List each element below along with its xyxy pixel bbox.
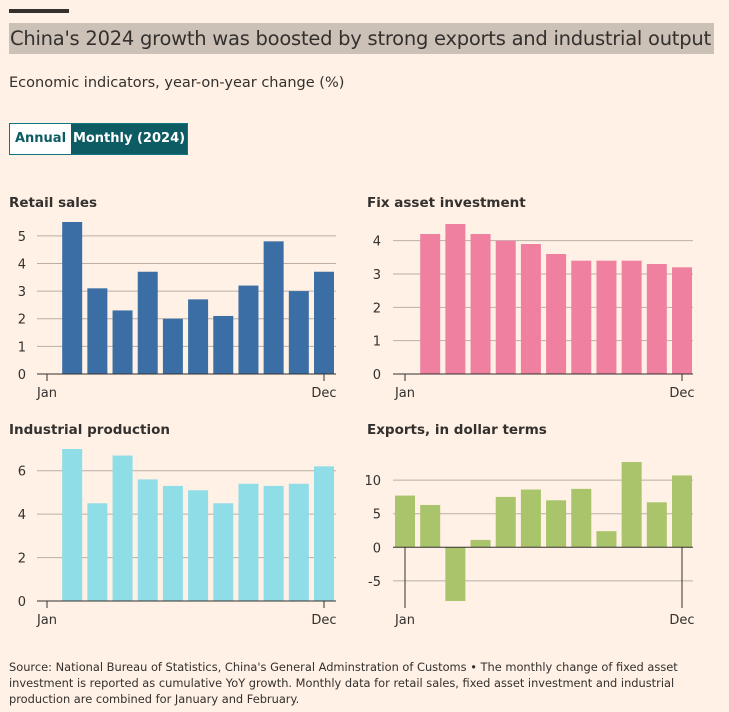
bar <box>263 485 284 601</box>
y-tick-label: 3 <box>18 285 26 300</box>
y-tick-label: -5 <box>368 575 381 590</box>
bar <box>188 299 209 374</box>
header-rule <box>9 9 69 13</box>
y-tick-label: 0 <box>18 368 26 383</box>
bar <box>495 240 516 374</box>
y-tick-label: 5 <box>373 508 381 523</box>
y-tick-label: 1 <box>18 340 26 355</box>
x-tick-label-jan: Jan <box>394 386 415 401</box>
y-tick-label: 3 <box>373 268 381 283</box>
industrial-production-title: Industrial production <box>9 422 170 438</box>
industrial-production-chart: 0 2 4 6 Jan Dec <box>18 449 337 628</box>
exports-title: Exports, in dollar terms <box>367 422 547 438</box>
x-tick-label-jan: Jan <box>394 613 415 628</box>
y-tick-label: 5 <box>18 230 26 245</box>
bar <box>162 485 183 601</box>
bar <box>62 449 83 601</box>
y-tick-label: 2 <box>18 313 26 328</box>
bar <box>571 260 592 374</box>
bar <box>288 291 309 374</box>
bar <box>238 285 259 374</box>
page-title: China's 2024 growth was boosted by stron… <box>9 23 714 54</box>
bar <box>546 500 567 548</box>
bar <box>621 462 642 548</box>
bar <box>188 490 209 601</box>
x-tick-label-dec: Dec <box>311 613 336 628</box>
bar <box>213 503 234 601</box>
bar <box>470 539 491 548</box>
retail-sales-chart: 0 1 2 3 4 5 Jan Dec <box>18 222 337 401</box>
bar <box>445 547 466 601</box>
bar <box>546 254 567 374</box>
bar <box>495 496 516 548</box>
bar <box>470 234 491 374</box>
bar <box>672 475 692 548</box>
bar <box>213 315 234 374</box>
toggle-monthly-button[interactable]: Monthly (2024) <box>71 124 187 154</box>
y-tick-label: 6 <box>18 465 26 480</box>
y-tick-label: 4 <box>18 508 26 523</box>
bar <box>445 224 466 374</box>
bar <box>314 271 334 374</box>
bar <box>137 479 158 601</box>
x-tick-label-jan: Jan <box>36 613 57 628</box>
retail-sales-title: Retail sales <box>9 195 98 211</box>
y-tick-label: 10 <box>364 474 381 489</box>
x-tick-label-dec: Dec <box>311 386 336 401</box>
fixed-asset-investment-chart: 0 1 2 3 4 Jan Dec <box>373 224 695 401</box>
bar <box>672 267 692 374</box>
toggle-annual-button[interactable]: Annual <box>10 124 71 154</box>
bar <box>263 241 284 374</box>
x-tick-label-jan: Jan <box>36 386 57 401</box>
bar <box>646 502 667 548</box>
y-tick-label: 0 <box>18 595 26 610</box>
period-toggle: Annual Monthly (2024) <box>9 123 188 155</box>
bar <box>162 318 183 374</box>
bar <box>520 489 541 548</box>
y-tick-label: 2 <box>18 552 26 567</box>
bar <box>596 531 617 548</box>
source-note: Source: National Bureau of Statistics, C… <box>9 660 678 706</box>
bar <box>112 455 133 601</box>
bar <box>621 260 642 374</box>
bar <box>395 495 415 548</box>
bar <box>520 244 541 374</box>
exports-chart: -5 0 5 10 Jan Dec <box>364 462 695 628</box>
x-tick-label-dec: Dec <box>669 386 694 401</box>
y-tick-label: 4 <box>18 257 26 272</box>
bar <box>646 264 667 374</box>
bar <box>87 503 108 601</box>
bar <box>62 222 83 374</box>
y-tick-label: 1 <box>373 335 381 350</box>
y-tick-label: 4 <box>373 235 381 250</box>
y-tick-label: 2 <box>373 301 381 316</box>
bar <box>238 483 259 601</box>
page-subtitle: Economic indicators, year-on-year change… <box>9 75 345 91</box>
bar <box>288 483 309 601</box>
bar <box>87 288 108 374</box>
y-tick-label: 0 <box>373 541 381 556</box>
bar <box>112 310 133 374</box>
bar <box>571 488 592 548</box>
x-tick-label-dec: Dec <box>669 613 694 628</box>
bar <box>314 466 334 601</box>
fixed-asset-investment-title: Fix asset investment <box>367 195 526 211</box>
y-tick-label: 0 <box>373 368 381 383</box>
bar <box>596 260 617 374</box>
bar <box>137 271 158 374</box>
bar <box>420 234 441 374</box>
bar <box>420 504 441 548</box>
